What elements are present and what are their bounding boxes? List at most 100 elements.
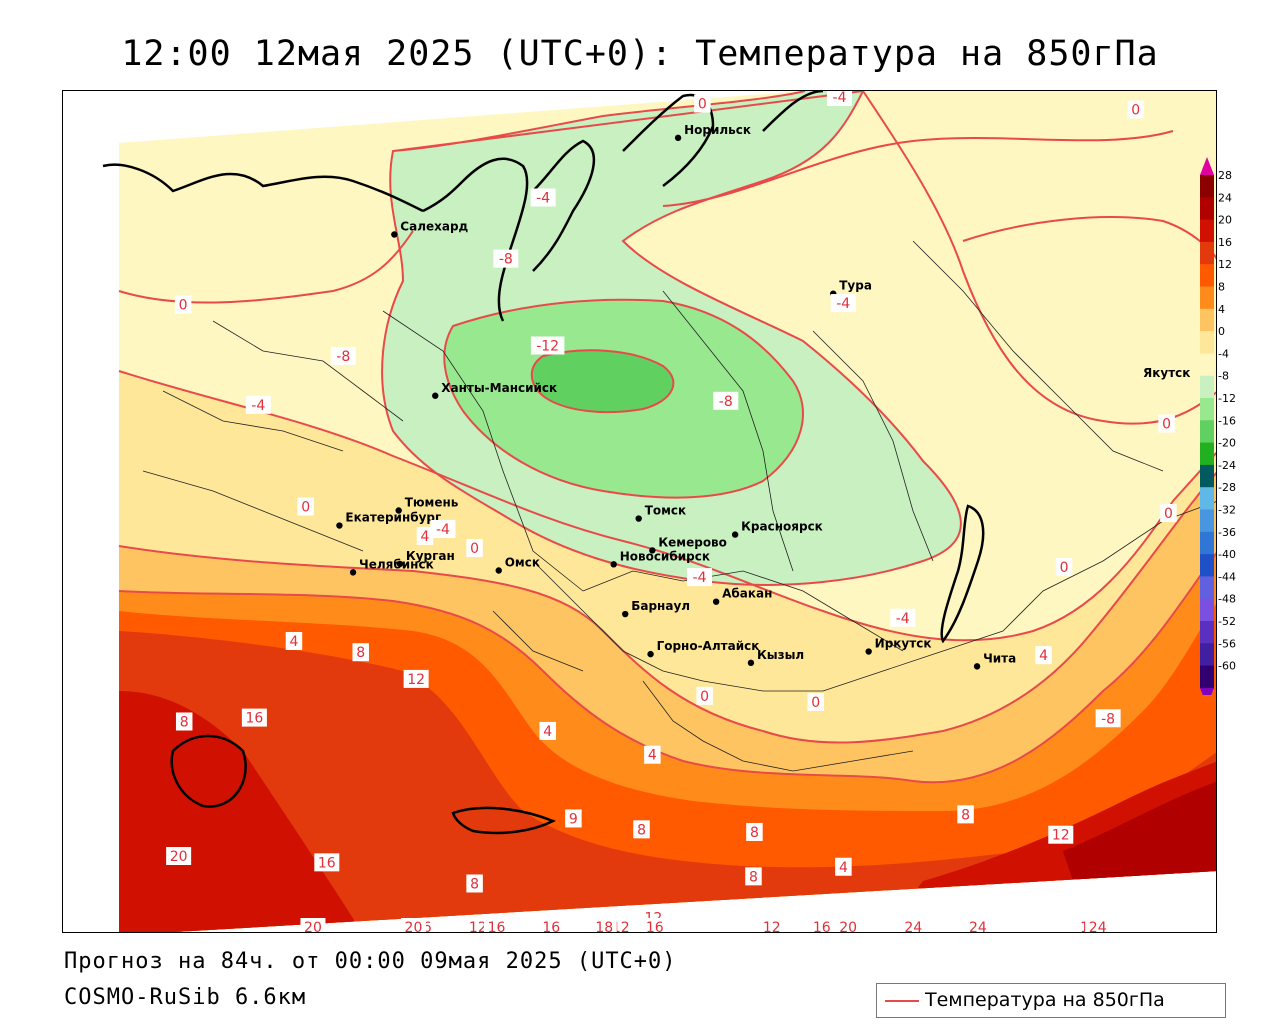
city-marker[interactable] bbox=[747, 659, 755, 667]
city-17[interactable]: Кызыл bbox=[747, 648, 804, 667]
isotherm-label-54: 16 bbox=[642, 918, 668, 932]
isotherm-label-text: 24 bbox=[1089, 920, 1107, 933]
isotherm-label-27: 0 bbox=[807, 693, 824, 711]
city-marker[interactable] bbox=[349, 569, 357, 576]
scale-swatch-14 bbox=[1200, 487, 1214, 510]
isotherm-labels-layer: -4 0 0 0 -4 0 0 -4 -8 -8 -12 -8 -4 0 0 -4 4 0 4 -4 -8 4 -4 8 16 8… bbox=[166, 91, 1177, 933]
scale-level-11: -16 bbox=[1218, 414, 1236, 427]
isotherm-label-text: -4 bbox=[251, 398, 265, 414]
isotherm-label-5: 0 bbox=[1158, 414, 1175, 433]
city-marker[interactable] bbox=[635, 515, 642, 522]
city-10[interactable]: Новосибирск bbox=[610, 549, 710, 568]
city-marker[interactable] bbox=[495, 567, 502, 574]
isotherm-label-text: 16 bbox=[542, 920, 560, 933]
city-marker[interactable] bbox=[432, 392, 439, 399]
scale-swatch-20 bbox=[1200, 621, 1214, 644]
legend-box: Температура на 850гПа bbox=[876, 983, 1226, 1018]
city-16[interactable]: Горно-Алтайск bbox=[647, 639, 759, 658]
city-label: Екатеринбург bbox=[345, 511, 441, 525]
scale-swatch-12 bbox=[1200, 442, 1214, 466]
city-18[interactable]: Иркутск bbox=[865, 637, 931, 655]
isotherm-label-22: -4 bbox=[687, 568, 713, 587]
color-scale-layer: 28 24 20 16 12 8 4 0 -4 -8 -12 -16 -20 -24 -28 -32 -36 -4… bbox=[1200, 157, 1236, 695]
isotherm-label-box bbox=[900, 918, 926, 932]
isotherm-label-box bbox=[1035, 646, 1052, 665]
isotherm-label-30: 12 bbox=[1048, 825, 1074, 844]
city-marker[interactable] bbox=[973, 663, 981, 670]
city-label: Тюмень bbox=[405, 496, 459, 510]
city-marker[interactable] bbox=[610, 561, 617, 568]
isotherm-label-box bbox=[352, 643, 369, 662]
scale-level-0: 28 bbox=[1218, 169, 1232, 182]
scale-swatch-16 bbox=[1200, 531, 1214, 555]
isotherm-label-text: 4 bbox=[1039, 648, 1048, 664]
isotherm-label-10: -12 bbox=[530, 336, 565, 355]
map-canvas[interactable]: Якутск Норильск Салехард Тура Ханты-Мансийск… bbox=[63, 91, 1217, 933]
isotherm-label-box bbox=[1160, 504, 1177, 522]
isotherm-label-text: 8 bbox=[749, 869, 758, 885]
city-marker[interactable] bbox=[731, 531, 739, 538]
isotherm-label-box bbox=[807, 693, 824, 711]
city-marker[interactable] bbox=[865, 648, 872, 655]
isotherm-label-29: 8 bbox=[957, 805, 974, 824]
city-label: Якутск bbox=[1143, 366, 1190, 380]
scale-swatch-19 bbox=[1200, 598, 1214, 622]
isotherm-label-box bbox=[759, 918, 785, 932]
city-marker[interactable] bbox=[391, 231, 398, 238]
city-marker[interactable] bbox=[396, 560, 404, 568]
isotherm-label-box bbox=[530, 188, 556, 207]
isotherm-label-text: 8 bbox=[470, 877, 479, 893]
city-marker[interactable] bbox=[649, 547, 656, 554]
city-5[interactable]: Екатеринбург bbox=[336, 511, 441, 529]
map-frame[interactable]: Якутск Норильск Салехард Тура Ханты-Мансийск… bbox=[62, 90, 1217, 933]
isotherm-label-text: -4 bbox=[536, 191, 550, 207]
isotherm-label-55: 24 bbox=[900, 918, 926, 932]
isotherm-label-text: -12 bbox=[536, 339, 559, 355]
isotherm-label-text: 12 bbox=[1052, 828, 1070, 844]
city-marker[interactable] bbox=[647, 650, 654, 658]
isotherm-label-18: 4 bbox=[1035, 646, 1052, 665]
city-14[interactable]: Абакан bbox=[712, 587, 772, 605]
isotherm-label-text: 16 bbox=[813, 920, 831, 933]
city-marker[interactable] bbox=[622, 610, 629, 618]
city-label: Барнаул bbox=[631, 599, 690, 613]
city-13[interactable]: Красноярск bbox=[731, 520, 823, 538]
city-marker[interactable] bbox=[336, 522, 343, 529]
scale-level-19: -48 bbox=[1218, 593, 1236, 606]
isotherm-label-text: 8 bbox=[356, 645, 365, 661]
isotherm-label-32: 4 bbox=[539, 721, 556, 740]
city-1[interactable]: Норильск bbox=[674, 123, 751, 142]
isotherm-label-box bbox=[285, 632, 303, 650]
legend-label: Температура на 850гПа bbox=[925, 989, 1165, 1011]
city-4[interactable]: Ханты-Мансийск bbox=[432, 381, 557, 399]
city-6[interactable]: Тюмень bbox=[395, 496, 459, 514]
city-2[interactable]: Салехард bbox=[391, 220, 469, 238]
isotherm-label-box bbox=[330, 346, 356, 365]
isotherm-label-box bbox=[746, 822, 763, 841]
city-marker[interactable] bbox=[395, 507, 402, 514]
isotherm-label-39: 4 bbox=[835, 857, 852, 876]
city-label: Омск bbox=[505, 555, 540, 569]
city-15[interactable]: Барнаул bbox=[622, 599, 690, 618]
isotherm-label-box bbox=[466, 874, 483, 893]
isotherm-label-box bbox=[1095, 709, 1121, 728]
isotherm-label-35: 9 bbox=[565, 809, 582, 828]
isotherm-label-box bbox=[175, 712, 193, 731]
city-8[interactable]: Курган bbox=[396, 549, 455, 568]
city-7[interactable]: Челябинск bbox=[349, 557, 434, 576]
isotherm-label-16: 4 bbox=[416, 526, 434, 545]
city-9[interactable]: Омск bbox=[495, 555, 540, 574]
city-11[interactable]: Томск bbox=[635, 504, 686, 522]
scale-swatch-3 bbox=[1200, 241, 1214, 265]
city-marker[interactable] bbox=[674, 134, 682, 142]
isotherm-label-text: 0 bbox=[179, 298, 188, 314]
city-12[interactable]: Кемерово bbox=[649, 535, 727, 554]
city-marker[interactable] bbox=[712, 598, 720, 605]
scale-swatch-21 bbox=[1200, 643, 1214, 667]
isotherm-label-text: -8 bbox=[719, 394, 733, 410]
city-19[interactable]: Чита bbox=[973, 651, 1016, 670]
isotherm-label-box bbox=[403, 669, 429, 688]
isotherm-label-text: -4 bbox=[436, 522, 450, 538]
isotherm-label-3: 0 bbox=[694, 94, 711, 113]
isotherm-label-0: -4 bbox=[827, 91, 852, 106]
